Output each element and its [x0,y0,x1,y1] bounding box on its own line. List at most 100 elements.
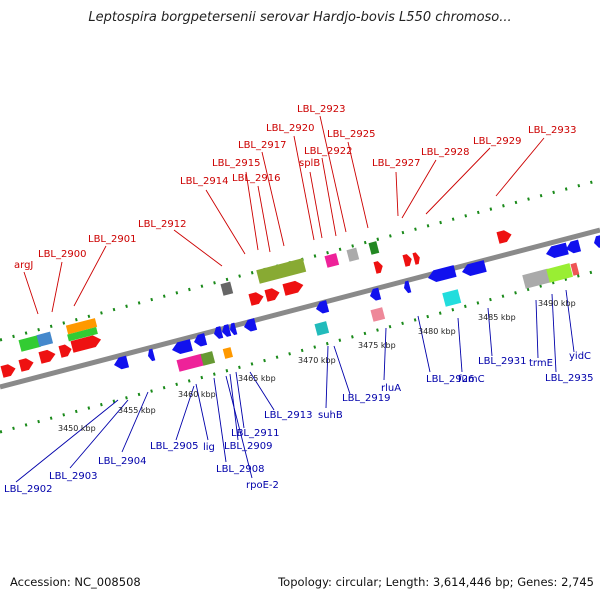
reverse-gene-arrow[interactable] [368,287,382,302]
gene-block-red[interactable] [570,262,580,276]
gene-label[interactable]: suhB [318,410,343,421]
gene-block-pink[interactable] [324,253,340,268]
forward-gene-arrow[interactable] [38,348,57,364]
gene-label[interactable]: LBL_2904 [98,456,146,467]
gene-block-olive[interactable] [256,258,307,284]
reverse-gene-arrow[interactable] [460,260,487,278]
gene-label[interactable]: rluA [381,383,401,394]
gene-block-green[interactable] [67,327,98,342]
reverse-gene-arrow[interactable] [170,339,193,356]
reverse-gene-arrow[interactable] [212,326,224,340]
leader-line [347,141,369,229]
gene-label[interactable]: LBL_2923 [297,104,345,115]
gene-label[interactable]: LBL_2903 [49,471,97,482]
forward-gene-arrow[interactable] [282,279,304,296]
gene-block-gray[interactable] [522,268,551,289]
gene-block-green[interactable] [368,241,380,255]
gene-label[interactable]: LBL_2912 [138,219,186,230]
forward-gene-arrow[interactable] [496,229,513,244]
gene-block-cyan[interactable] [314,321,330,336]
gene-block-gray[interactable] [346,247,360,262]
leader-line [261,151,285,247]
gene-label[interactable]: LBL_2900 [38,249,86,260]
topology-text: Topology: circular; Length: 3,614,446 bp… [278,575,594,589]
gene-label[interactable]: LBL_2935 [545,373,593,384]
leader-line [249,371,275,411]
reverse-gene-arrow[interactable] [544,242,569,260]
gene-block-pink[interactable] [370,307,386,322]
gene-label[interactable]: lig [203,442,215,453]
reverse-gene-arrow[interactable] [220,324,232,338]
gene-label[interactable]: LBL_2909 [224,441,272,452]
gene-label[interactable]: LBL_2933 [528,125,576,136]
tick-label: 3480 kbp [418,327,456,336]
gene-label[interactable]: fumC [458,374,485,385]
leader-line [245,171,259,251]
leader-line [325,345,329,409]
gene-block-green[interactable] [18,335,41,352]
gene-block-orange[interactable] [222,347,234,359]
forward-gene-labels: argJ LBL_2900 LBL_2901 LBL_2912 LBL_2914… [14,104,576,271]
leader-line [213,377,227,463]
gene-label[interactable]: LBL_2922 [304,146,352,157]
gene-block-lime[interactable] [546,263,573,283]
gene-label[interactable]: LBL_2929 [473,136,521,147]
gene-label[interactable]: LBL_2901 [88,234,136,245]
reverse-gene-arrow[interactable] [228,322,238,336]
leader-line [551,293,557,373]
gene-block-gray[interactable] [220,281,234,296]
reverse-gene-arrow[interactable] [242,318,258,333]
tick-label: 3470 kbp [298,356,336,365]
gene-label[interactable]: LBL_2917 [238,140,286,151]
forward-gene-arrow[interactable] [402,253,413,267]
leader-line [205,189,246,255]
reverse-gene-arrow[interactable] [314,300,330,315]
gene-label[interactable]: LBL_2916 [232,173,280,184]
leader-line [425,147,491,215]
leader-line [15,399,119,483]
reverse-gene-arrow[interactable] [592,235,600,249]
gene-block-blue[interactable] [36,331,54,347]
gene-label[interactable]: LBL_2926 [426,374,474,385]
leader-line [401,159,437,219]
gene-label[interactable]: trmE [529,358,553,369]
gene-label[interactable]: rpoE-2 [246,480,279,491]
gene-block-cyan[interactable] [442,289,462,307]
leader-line [319,115,347,233]
gene-label[interactable]: LBL_2902 [4,484,52,495]
forward-gene-arrow[interactable] [412,252,421,265]
forward-gene-arrow[interactable] [264,287,281,302]
reverse-gene-arrow[interactable] [564,239,582,255]
forward-gene-arrow[interactable] [248,291,265,306]
forward-gene-arrow[interactable] [373,260,384,274]
gene-label[interactable]: LBL_2928 [421,147,469,158]
gene-label[interactable]: LBL_2925 [327,129,375,140]
gene-label[interactable]: LBL_2911 [231,428,279,439]
reverse-gene-arrow[interactable] [146,348,156,362]
gene-block-pink[interactable] [176,353,205,372]
forward-gene-arrow[interactable] [0,363,17,378]
forward-gene-arrow[interactable] [58,343,73,358]
reverse-gene-arrow[interactable] [402,280,412,294]
gene-label[interactable]: LBL_2908 [216,464,264,475]
reverse-gene-arrow[interactable] [426,265,457,284]
gene-label[interactable]: LBL_2927 [372,158,420,169]
gene-label[interactable]: LBL_2914 [180,176,228,187]
gene-label[interactable]: argJ [14,260,33,271]
gene-label[interactable]: LBL_2915 [212,158,260,169]
reverse-gene-arrow[interactable] [112,355,130,371]
gene-label[interactable]: splB [299,158,320,169]
gene-label[interactable]: LBL_2905 [150,441,198,452]
tick-label: 3455 kbp [118,406,156,415]
gene-label[interactable]: LBL_2919 [342,393,390,404]
forward-gene-arrow[interactable] [18,357,35,372]
gene-label[interactable]: LBL_2920 [266,123,314,134]
gene-block-olive[interactable] [200,351,216,366]
gene-label[interactable]: yidC [569,351,591,362]
gene-label[interactable]: LBL_2931 [478,356,526,367]
gene-block-orange[interactable] [65,318,98,335]
reverse-gene-arrow[interactable] [192,333,208,348]
gene-label[interactable]: LBL_2913 [264,410,312,421]
forward-gene-arrow[interactable] [70,334,102,353]
